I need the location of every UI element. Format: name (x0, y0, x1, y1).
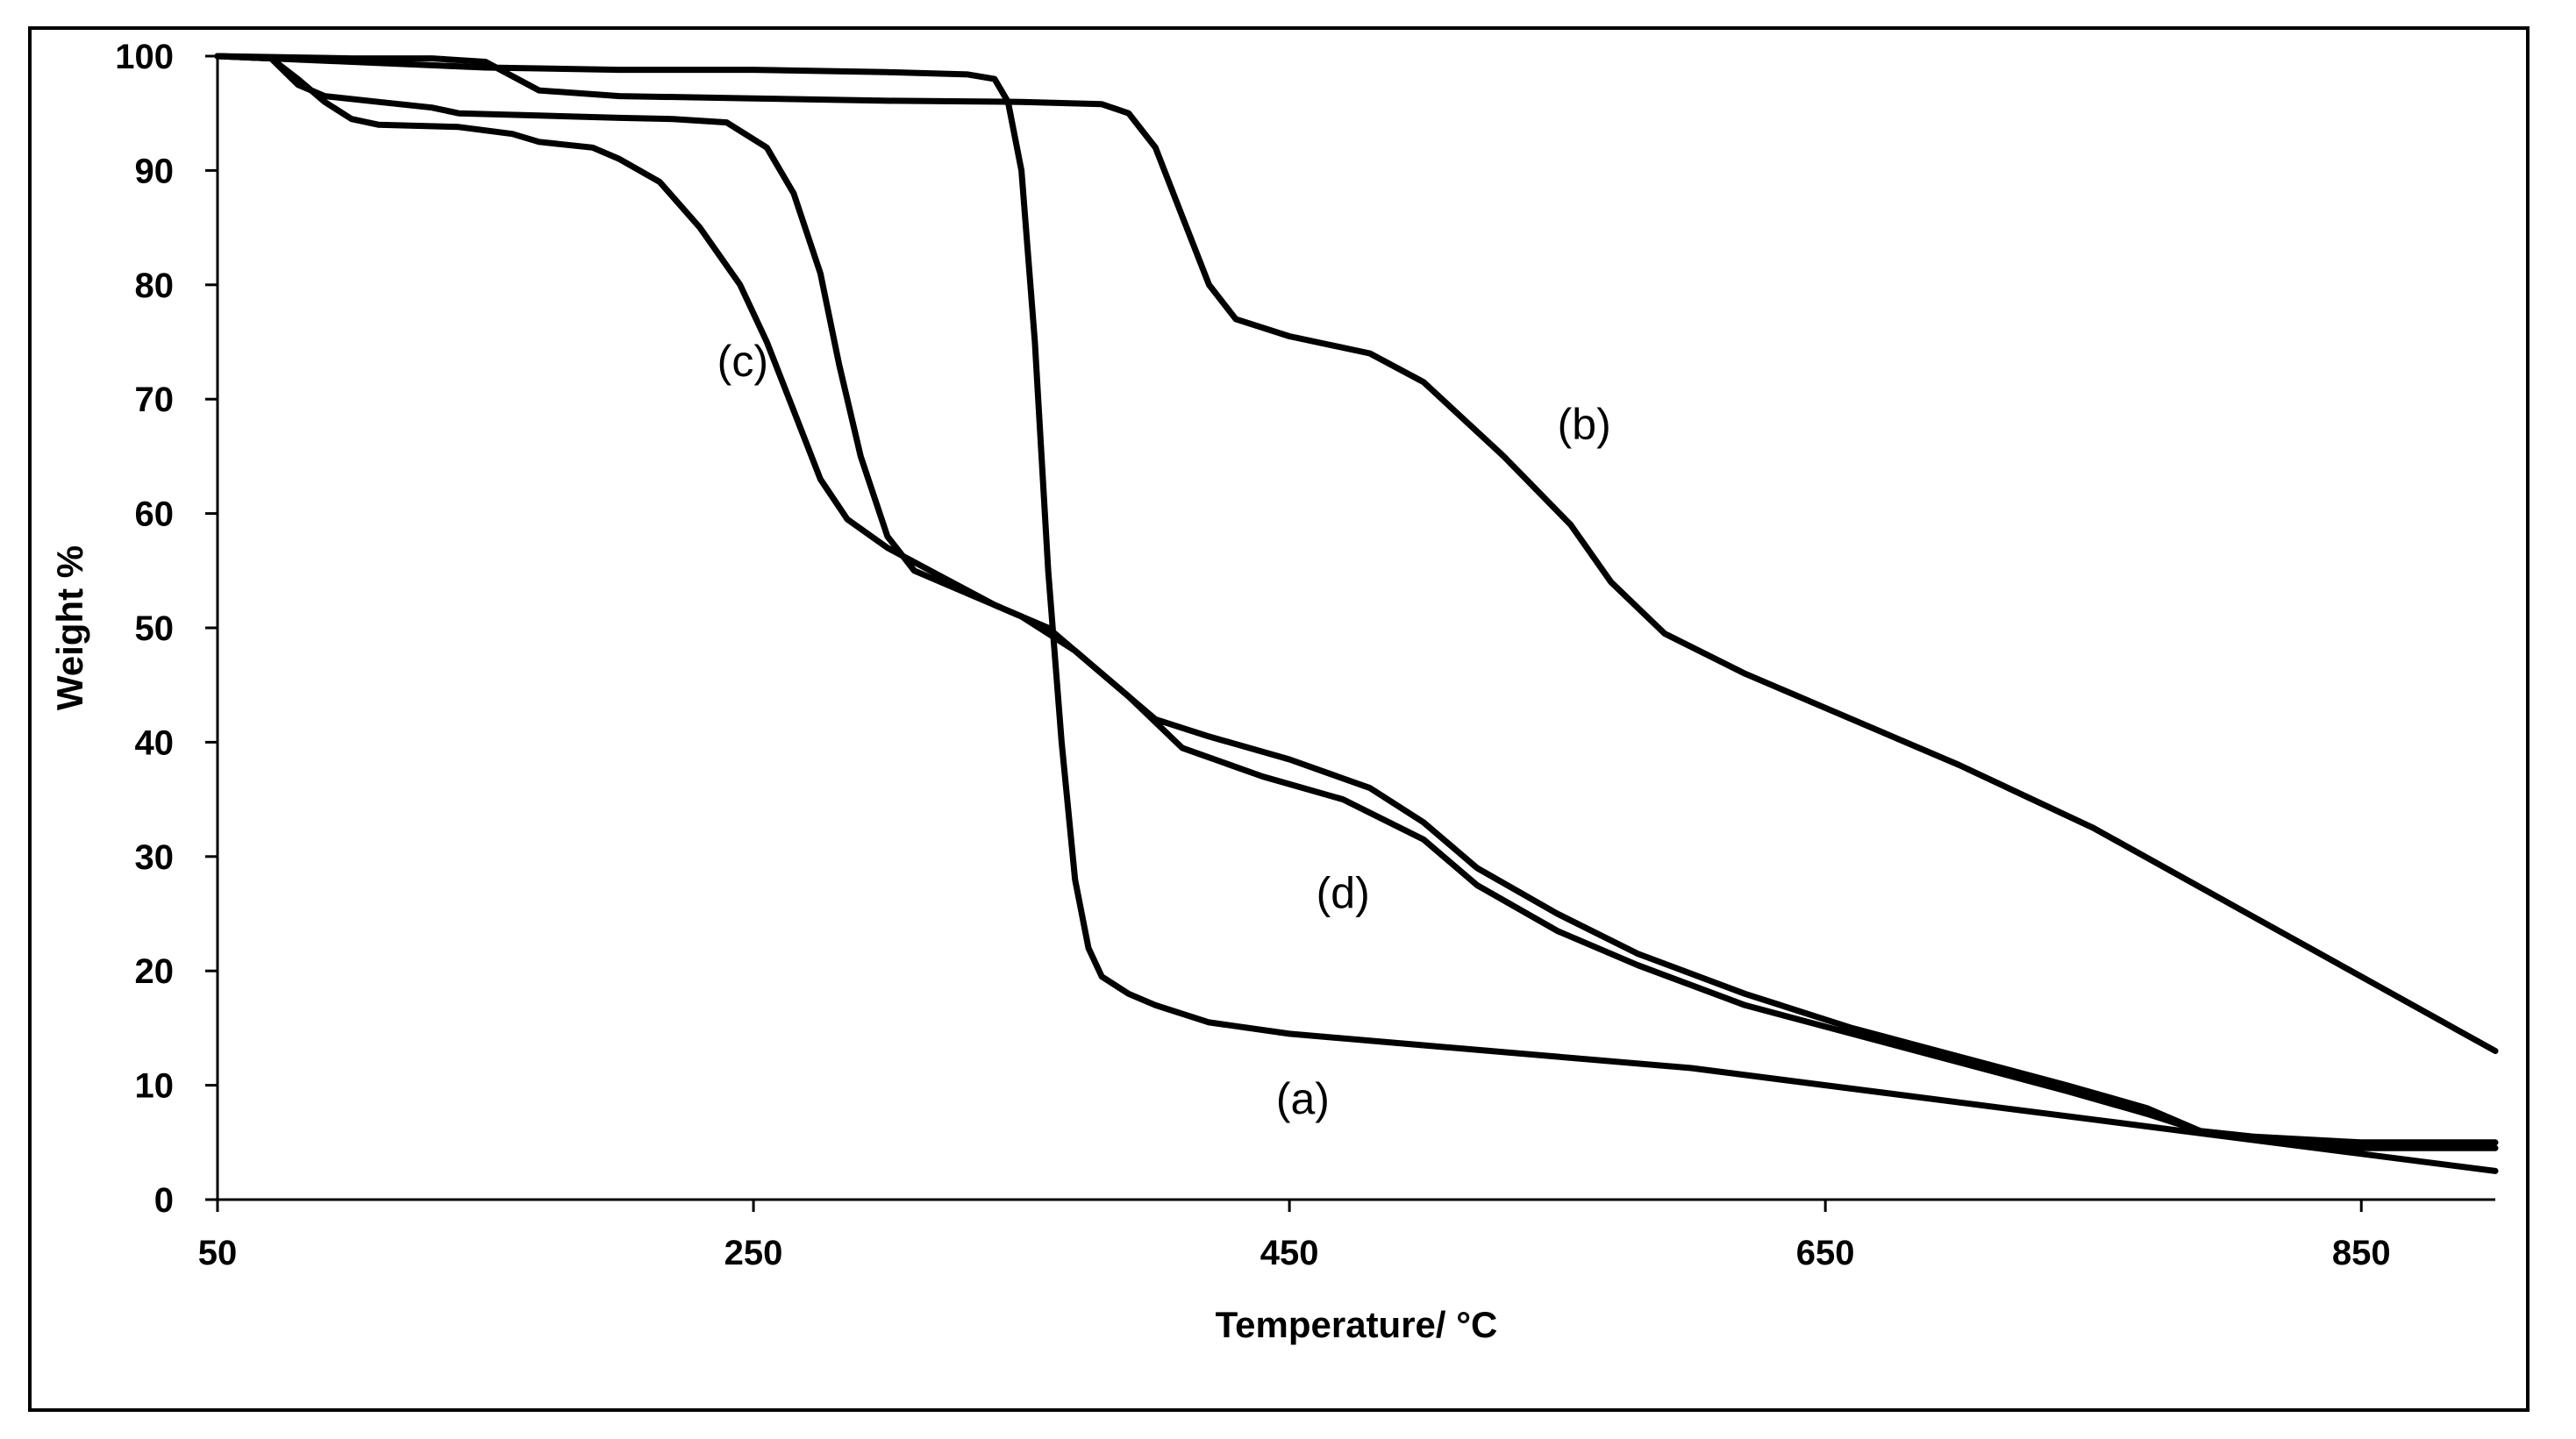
x-tick-label: 50 (198, 1234, 238, 1272)
curve-c (214, 53, 2499, 1146)
x-tick-label: 250 (724, 1234, 783, 1272)
x-tick-label: 850 (2332, 1234, 2391, 1272)
curve-label-d: (d) (1317, 868, 1370, 917)
x-tick-label: 650 (1796, 1234, 1855, 1272)
y-tick-label: 0 (154, 1181, 174, 1220)
axes (216, 56, 2495, 1201)
y-tick-label: 20 (135, 952, 175, 991)
curve-label-b: (b) (1558, 400, 1611, 449)
y-tick-label: 80 (135, 267, 175, 305)
curves (214, 53, 2499, 1174)
y-tick-label: 100 (115, 38, 174, 76)
y-axis-title: Weight % (49, 545, 90, 710)
curve-label-c: (c) (717, 337, 768, 386)
chart-frame (28, 26, 2530, 1412)
y-tick-label: 40 (135, 723, 175, 762)
x-tick-label: 450 (1260, 1234, 1319, 1272)
curve-d (214, 53, 2499, 1151)
y-tick-label: 30 (135, 838, 175, 877)
y-tick-label: 50 (135, 609, 175, 648)
curve-labels: (a) (b) (c) (d) (717, 337, 1611, 1123)
y-tick-label: 60 (135, 495, 175, 534)
tick-labels: 0 10 20 30 40 50 60 70 80 90 100 50 250 450 650 850 (115, 38, 2390, 1272)
curve-a (214, 53, 2499, 1174)
curve-label-a: (a) (1276, 1074, 1330, 1123)
y-tick-label: 70 (135, 381, 175, 419)
y-tick-label: 10 (135, 1067, 175, 1106)
y-tick-label: 90 (135, 152, 175, 190)
curve-b (214, 53, 2499, 1054)
x-axis-title: Temperature/ °C (1216, 1304, 1498, 1345)
